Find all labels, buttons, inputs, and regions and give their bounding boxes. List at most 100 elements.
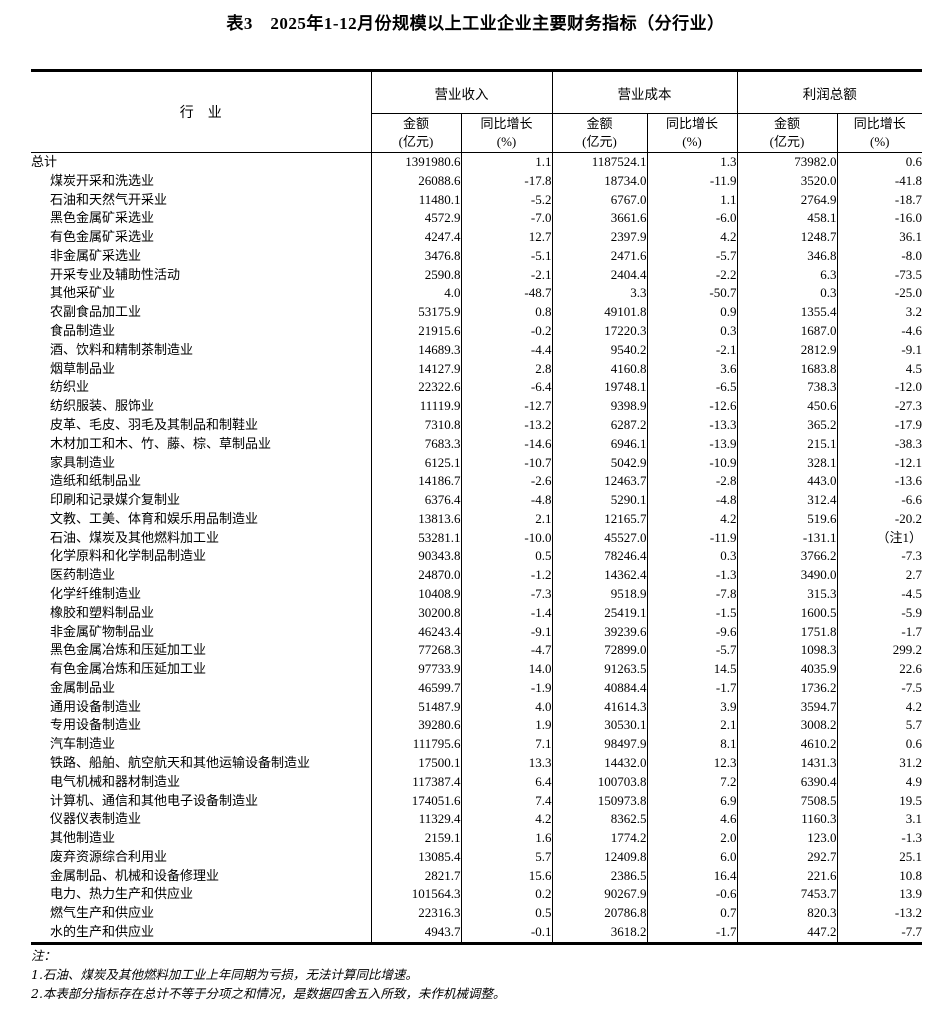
industry-cell: 燃气生产和供应业	[31, 904, 372, 924]
value-cell: 9398.9	[552, 397, 648, 416]
industry-cell: 纺织业	[31, 378, 372, 398]
value-cell: 3661.6	[552, 209, 648, 229]
value-cell: 6125.1	[371, 453, 462, 473]
value-cell: 22.6	[899, 661, 922, 677]
value-cell: 17500.1	[371, 754, 462, 773]
value-cell: 9518.9	[552, 584, 648, 604]
value-cell: 4572.9	[371, 209, 462, 229]
value-cell: 6287.2	[552, 415, 648, 435]
value-cell: 13813.6	[371, 509, 462, 529]
value-cell: -41.8	[894, 172, 922, 188]
header-group-row: 行 业 营业收入 营业成本 利润总额	[31, 70, 922, 153]
note-line: 2.本表部分指标存在总计不等于分项之和情况，是数据四舍五入所致，未作机械调整。	[31, 986, 506, 1001]
value-cell: 12.3	[647, 754, 738, 773]
value-cell: -5.1	[461, 246, 553, 266]
value-cell: 1098.3	[737, 641, 838, 661]
value-cell: 2.8	[461, 359, 553, 379]
subheader-label: 同比增长	[480, 116, 533, 131]
value-cell: （注1）	[876, 529, 922, 545]
value-cell: 0.2	[461, 885, 553, 905]
value-cell: 15.6	[461, 866, 553, 886]
industry-cell: 农副食品加工业	[31, 303, 372, 323]
value-cell: 365.2	[737, 415, 838, 435]
value-cell: 12.7	[461, 228, 553, 247]
value-cell: 14.0	[461, 660, 553, 679]
value-cell: 53175.9	[371, 303, 462, 323]
value-cell: -10.9	[647, 453, 738, 473]
notes-label: 注：	[31, 948, 57, 963]
value-cell: 2821.7	[371, 866, 462, 886]
value-cell: 8362.5	[552, 810, 648, 830]
table-row: 水的生产和供应业 4943.7 -0.1 3618.2 -1.7 447.2 -7.7	[31, 923, 922, 944]
value-cell: 1687.0	[737, 322, 838, 341]
value-cell: -73.5	[894, 266, 922, 282]
value-cell: 0.3	[647, 322, 738, 341]
value-cell: 7.2	[647, 772, 738, 792]
value-cell: 49101.8	[552, 303, 648, 323]
table-row: 木材加工和木、竹、藤、棕、草制品业 7683.3 -14.6 6946.1 -13.9 2…	[31, 434, 922, 454]
value-cell: -5.7	[647, 641, 738, 661]
industry-cell: 非金属矿物制品业	[31, 622, 372, 642]
value-cell: 1600.5	[737, 603, 838, 623]
table-row: 纺织业 22322.6 -6.4 19748.1 -6.5 738.3 -12.0	[31, 378, 922, 398]
subheader-label: 金额	[773, 116, 800, 131]
value-cell: -13.3	[647, 415, 738, 435]
value-cell: 36.1	[899, 229, 922, 245]
value-cell: 3.6	[647, 359, 738, 379]
value-cell: -7.8	[647, 584, 738, 604]
value-cell: -2.8	[647, 472, 738, 492]
value-cell: 519.6	[737, 509, 838, 529]
value-cell: -12.0	[894, 379, 922, 395]
industry-cell: 有色金属冶炼和压延加工业	[31, 660, 372, 679]
value-cell: 450.6	[737, 397, 838, 416]
value-cell: 22322.6	[371, 378, 462, 398]
industry-cell: 医药制造业	[31, 566, 372, 585]
value-cell: 41614.3	[552, 697, 648, 717]
value-cell: -18.7	[894, 191, 922, 207]
value-cell: 117387.4	[371, 772, 462, 792]
value-cell: 1.9	[461, 716, 553, 736]
value-cell: 458.1	[737, 209, 838, 229]
header-group-revenue: 营业收入	[371, 70, 553, 114]
notes: 注： 1.石油、煤炭及其他燃料加工业上年同期为亏损，无法计算同比增速。 2.本表部…	[31, 946, 505, 1003]
value-cell: 3766.2	[737, 547, 838, 567]
industry-cell: 有色金属矿采选业	[31, 228, 372, 247]
value-cell: 2386.5	[552, 866, 648, 886]
value-cell: -20.2	[894, 510, 922, 526]
value-cell: 2590.8	[371, 265, 462, 285]
value-cell: 0.3	[647, 547, 738, 567]
table-row: 废弃资源综合利用业 13085.4 5.7 12409.8 6.0 292.7 25.1	[31, 847, 922, 867]
value-cell: 2159.1	[371, 829, 462, 848]
value-cell: 97733.9	[371, 660, 462, 679]
value-cell: 12165.7	[552, 509, 648, 529]
table-row: 印刷和记录媒介复制业 6376.4 -4.8 5290.1 -4.8 312.4 -6.6	[31, 491, 922, 510]
table-header: 行 业 营业收入 营业成本 利润总额 金额 (亿元) 同比增长 (%) 金额 (…	[31, 70, 922, 153]
value-cell: 78246.4	[552, 547, 648, 567]
value-cell: -11.9	[647, 528, 738, 548]
value-cell: -2.1	[461, 265, 553, 285]
table-row: 橡胶和塑料制品业 30200.8 -1.4 25419.1 -1.5 1600.5 -5.9	[31, 603, 922, 623]
subheader-label: 同比增长	[853, 116, 906, 131]
value-cell: 346.8	[737, 246, 838, 266]
value-cell: -10.7	[461, 453, 553, 473]
subheader-label: 金额	[586, 116, 613, 131]
industry-cell: 非金属矿采选业	[31, 246, 372, 266]
table-row: 家具制造业 6125.1 -10.7 5042.9 -10.9 328.1 -12.1	[31, 453, 922, 473]
value-cell: -27.3	[894, 398, 922, 414]
value-cell: -4.8	[647, 491, 738, 510]
value-cell: -1.3	[901, 830, 922, 846]
industry-cell: 纺织服装、服饰业	[31, 397, 372, 416]
value-cell: -0.1	[461, 923, 553, 944]
table-row: 燃气生产和供应业 22316.3 0.5 20786.8 0.7 820.3 -13.2	[31, 904, 922, 924]
value-cell: -38.3	[894, 435, 922, 451]
industry-cell: 化学原料和化学制品制造业	[31, 547, 372, 567]
value-cell: 24870.0	[371, 566, 462, 585]
value-cell: 12409.8	[552, 847, 648, 867]
table-row: 其他制造业 2159.1 1.6 1774.2 2.0 123.0 -1.3	[31, 829, 922, 848]
value-cell: -7.3	[901, 548, 922, 564]
industry-cell: 皮革、毛皮、羽毛及其制品和制鞋业	[31, 415, 372, 435]
value-cell: 6767.0	[552, 190, 648, 210]
table-row: 非金属矿采选业 3476.8 -5.1 2471.6 -5.7 346.8 -8.0	[31, 246, 922, 266]
value-cell: 46243.4	[371, 622, 462, 642]
value-cell: 39280.6	[371, 716, 462, 736]
